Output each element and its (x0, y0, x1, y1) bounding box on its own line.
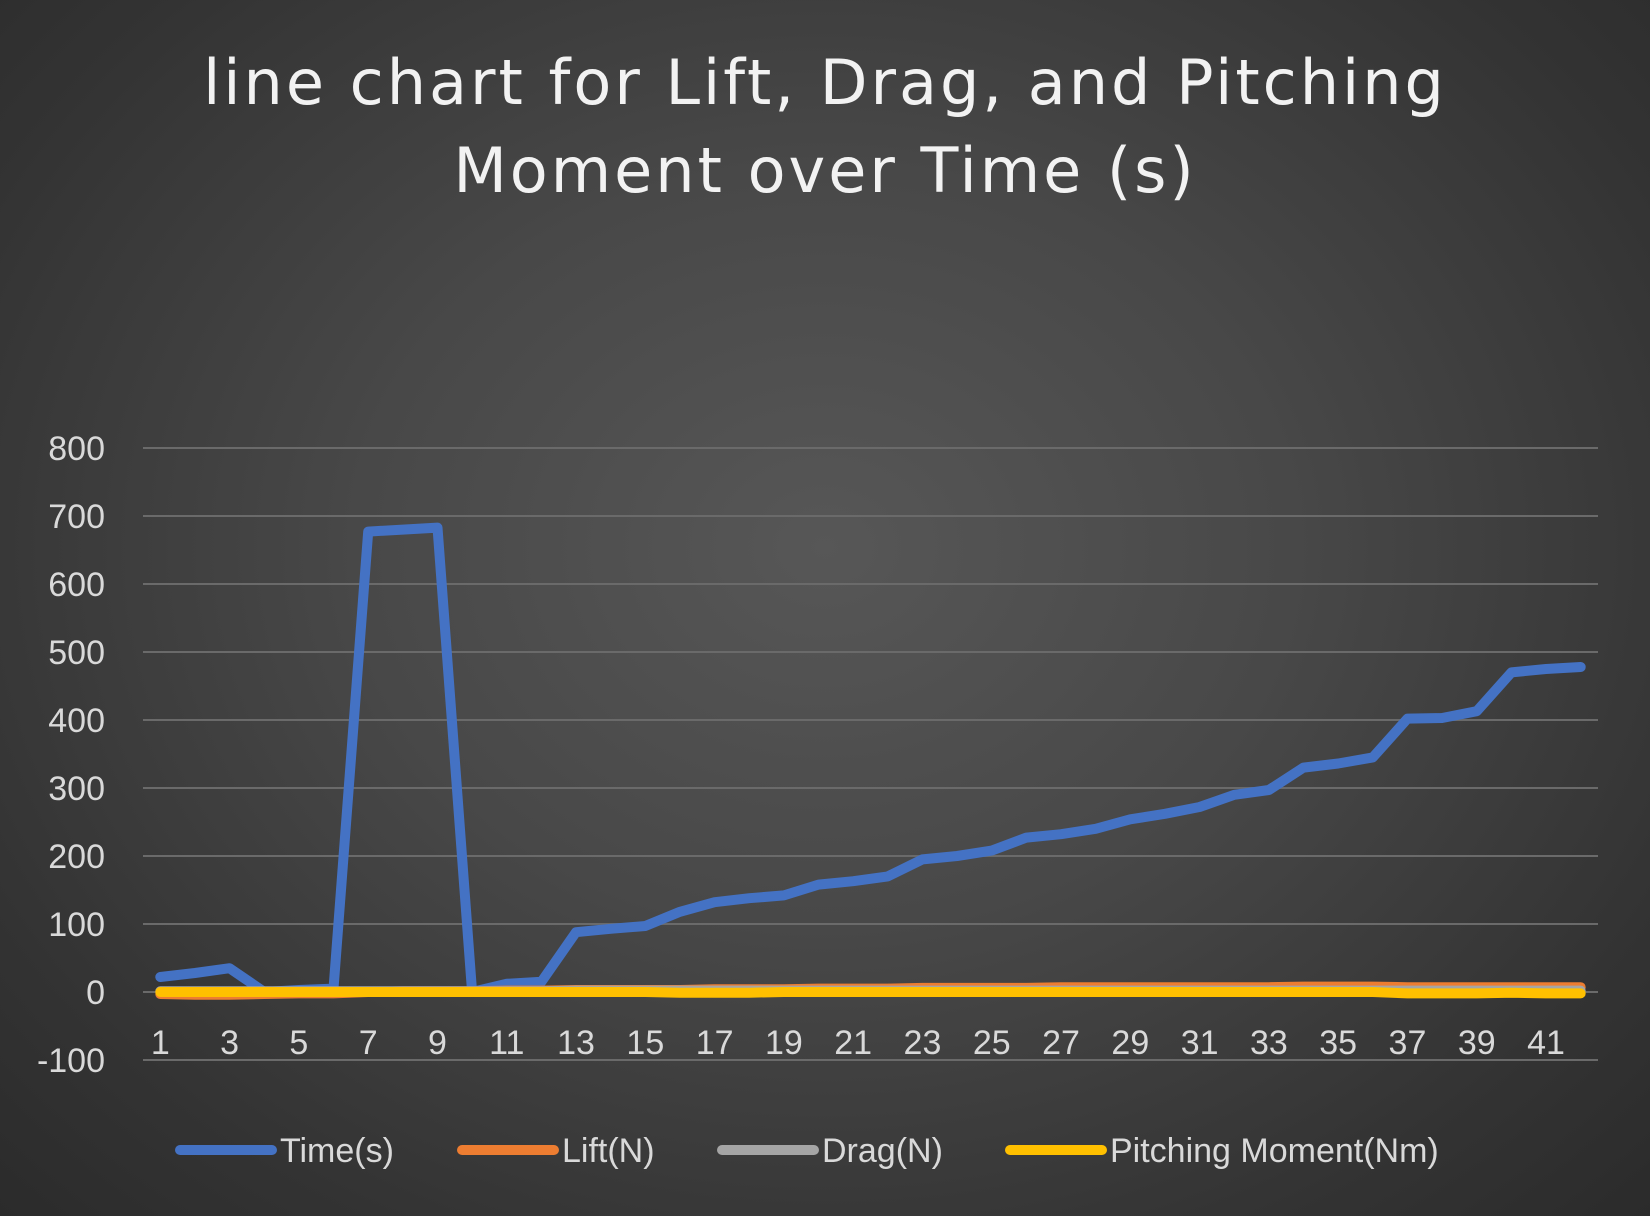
y-tick-label: 100 (48, 906, 105, 944)
x-tick-label: 37 (1389, 1024, 1427, 1062)
x-tick-label: 11 (489, 1024, 524, 1062)
x-tick-label: 31 (1181, 1024, 1219, 1062)
x-tick-label: 13 (557, 1024, 595, 1062)
y-tick-label: 500 (48, 634, 105, 672)
x-tick-label: 9 (428, 1024, 447, 1062)
x-tick-label: 39 (1458, 1024, 1496, 1062)
y-tick-label: 0 (86, 974, 105, 1012)
x-tick-label: 19 (765, 1024, 803, 1062)
y-tick-label: 400 (48, 702, 105, 740)
legend-label: Time(s) (280, 1132, 394, 1170)
x-tick-label: 15 (626, 1024, 664, 1062)
y-tick-label: 700 (48, 498, 105, 536)
x-axis: 1 3 5 7 9 11 13 15 17 19 21 23 25 27 29 31 33 35 37 39 41 (151, 1024, 1565, 1062)
chart-title-line-1: line chart for Lift, Drag, and Pitching (203, 46, 1447, 119)
legend-label: Pitching Moment(Nm) (1110, 1132, 1439, 1170)
y-axis: 800 700 600 500 400 300 200 100 0 -100 (37, 430, 105, 1080)
x-tick-label: 35 (1319, 1024, 1357, 1062)
legend-label: Lift(N) (562, 1132, 655, 1170)
series-line-time-s (155, 522, 1586, 997)
y-tick-label: 200 (48, 838, 105, 876)
x-tick-label: 29 (1111, 1024, 1149, 1062)
chart-title-line-2: Moment over Time (s) (453, 134, 1196, 207)
y-tick-label: 600 (48, 566, 105, 604)
x-tick-label: 21 (834, 1024, 872, 1062)
x-tick-label: 7 (359, 1024, 378, 1062)
x-tick-label: 3 (220, 1024, 239, 1062)
legend: Time(s) Lift(N) Drag(N) Pitching Moment(Nm) (175, 1132, 1439, 1170)
series-line-pitching-moment-nm (155, 987, 1586, 999)
y-tick-label: 300 (48, 770, 105, 808)
legend-label: Drag(N) (822, 1132, 943, 1170)
x-tick-label: 23 (904, 1024, 942, 1062)
x-tick-label: 5 (289, 1024, 308, 1062)
y-tick-label: 800 (48, 430, 105, 468)
chart-title: line chart for Lift, Drag, and Pitching … (203, 46, 1447, 207)
x-tick-label: 17 (696, 1024, 734, 1062)
y-tick-label: -100 (37, 1042, 105, 1080)
x-tick-label: 1 (151, 1024, 170, 1062)
x-tick-label: 41 (1527, 1024, 1565, 1062)
x-tick-label: 33 (1250, 1024, 1288, 1062)
x-tick-label: 25 (973, 1024, 1011, 1062)
x-tick-label: 27 (1042, 1024, 1080, 1062)
series-lines (155, 522, 1586, 1000)
